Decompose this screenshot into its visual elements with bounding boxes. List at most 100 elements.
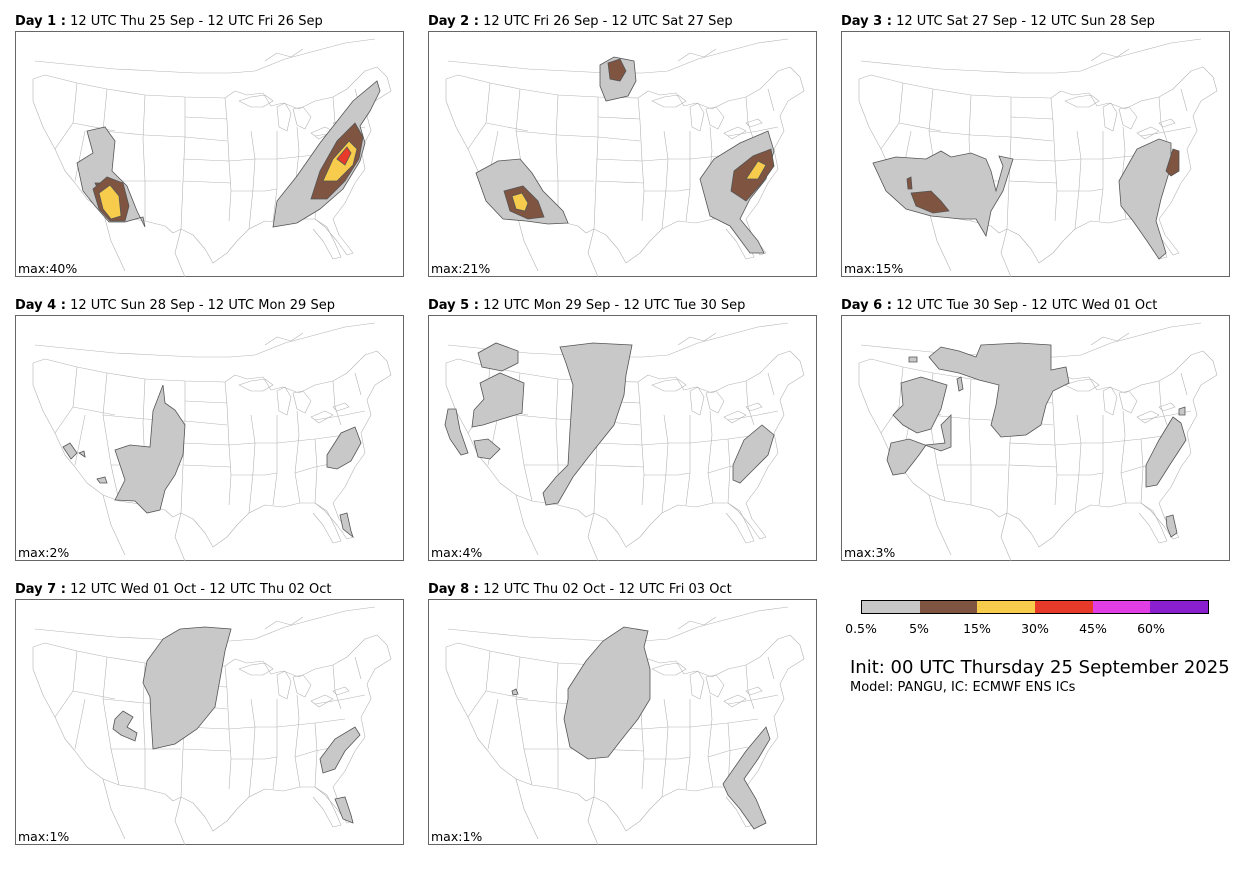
day-1-period: 12 UTC Thu 25 Sep - 12 UTC Fri 26 Sep — [70, 14, 323, 29]
day-5-risk-areas — [444, 342, 775, 506]
day-2-label: Day 2 : — [428, 14, 479, 29]
day-3-label: Day 3 : — [841, 14, 892, 29]
day-2-period: 12 UTC Fri 26 Sep - 12 UTC Sat 27 Sep — [483, 14, 733, 29]
risk-5pct — [444, 408, 469, 456]
risk-15pct — [910, 190, 950, 214]
day-8-title: Day 8 : 12 UTC Thu 02 Oct - 12 UTC Fri 0… — [428, 582, 732, 597]
risk-5pct — [886, 414, 952, 476]
risk-5pct — [96, 476, 108, 484]
risk-5pct — [908, 356, 918, 363]
risk-5pct — [142, 626, 232, 750]
model-label: Model: PANGU, IC: ECMWF ENS ICs — [850, 680, 1076, 695]
colorbar-segment-2 — [977, 601, 1036, 613]
risk-5pct — [1118, 138, 1172, 260]
day-7-risk-areas — [112, 626, 361, 824]
day-3-panel: Day 3 : 12 UTC Sat 27 Sep - 12 UTC Sun 2… — [841, 14, 1230, 277]
day-1-label: Day 1 : — [15, 14, 66, 29]
day-6-label: Day 6 : — [841, 298, 892, 313]
day-6-risk-areas — [886, 342, 1187, 538]
day-7-max: max:1% — [18, 829, 70, 844]
colorbar-tick-4: 45% — [1079, 621, 1107, 636]
colorbar-segment-5 — [1150, 601, 1209, 613]
day-6-period: 12 UTC Tue 30 Sep - 12 UTC Wed 01 Oct — [896, 298, 1158, 313]
risk-30pct — [98, 184, 122, 220]
day-7-period: 12 UTC Wed 01 Oct - 12 UTC Thu 02 Oct — [70, 582, 332, 597]
day-4-risk-areas — [62, 384, 362, 539]
risk-5pct — [1178, 406, 1186, 416]
day-3-title: Day 3 : 12 UTC Sat 27 Sep - 12 UTC Sun 2… — [841, 14, 1155, 29]
day-3-period: 12 UTC Sat 27 Sep - 12 UTC Sun 28 Sep — [896, 14, 1155, 29]
day-4-period: 12 UTC Sun 28 Sep - 12 UTC Mon 29 Sep — [70, 298, 335, 313]
risk-15pct — [607, 58, 627, 82]
risk-5pct — [78, 450, 86, 458]
day-4-map — [15, 315, 404, 561]
day-7-title: Day 7 : 12 UTC Wed 01 Oct - 12 UTC Thu 0… — [15, 582, 332, 597]
risk-5pct — [112, 710, 138, 742]
day-4-panel: Day 4 : 12 UTC Sun 28 Sep - 12 UTC Mon 2… — [15, 298, 404, 561]
day-3-max: max:15% — [844, 261, 904, 276]
day-6-map — [841, 315, 1230, 561]
day-4-title: Day 4 : 12 UTC Sun 28 Sep - 12 UTC Mon 2… — [15, 298, 335, 313]
day-4-label: Day 4 : — [15, 298, 66, 313]
day-3-map — [841, 31, 1230, 277]
day-1-panel: Day 1 : 12 UTC Thu 25 Sep - 12 UTC Fri 2… — [15, 14, 404, 277]
day-5-period: 12 UTC Mon 29 Sep - 12 UTC Tue 30 Sep — [483, 298, 746, 313]
day-2-title: Day 2 : 12 UTC Fri 26 Sep - 12 UTC Sat 2… — [428, 14, 733, 29]
risk-5pct — [722, 726, 771, 830]
risk-5pct — [272, 80, 381, 228]
day-6-max: max:3% — [844, 545, 896, 560]
risk-5pct — [114, 384, 186, 514]
day-7-label: Day 7 : — [15, 582, 66, 597]
risk-45pct — [336, 146, 352, 166]
risk-5pct — [334, 796, 354, 824]
probability-colorbar — [861, 600, 1209, 614]
risk-5pct — [319, 726, 361, 774]
colorbar-segment-0 — [862, 601, 920, 613]
risk-5pct — [473, 438, 501, 460]
day-1-map — [15, 31, 404, 277]
day-5-panel: Day 5 : 12 UTC Mon 29 Sep - 12 UTC Tue 3… — [428, 298, 817, 561]
day-1-risk-areas — [76, 80, 381, 228]
day-5-map — [428, 315, 817, 561]
colorbar-tick-1: 5% — [909, 621, 929, 636]
day-3-risk-areas — [872, 138, 1180, 260]
day-2-risk-areas — [475, 56, 775, 254]
colorbar-tick-5: 60% — [1137, 621, 1165, 636]
day-8-map — [428, 599, 817, 845]
day-8-period: 12 UTC Thu 02 Oct - 12 UTC Fri 03 Oct — [483, 582, 732, 597]
risk-5pct — [511, 688, 519, 696]
risk-30pct — [745, 160, 767, 180]
risk-5pct — [956, 376, 964, 392]
risk-15pct — [906, 176, 913, 190]
day-7-map — [15, 599, 404, 845]
colorbar-tick-3: 30% — [1021, 621, 1049, 636]
day-8-max: max:1% — [431, 829, 483, 844]
risk-5pct — [326, 426, 362, 470]
risk-5pct — [471, 372, 525, 428]
day-5-max: max:4% — [431, 545, 483, 560]
risk-5pct — [339, 512, 354, 539]
risk-5pct — [1145, 416, 1187, 488]
colorbar-segment-3 — [1035, 601, 1093, 613]
colorbar-segment-1 — [919, 601, 978, 613]
day-8-panel: Day 8 : 12 UTC Thu 02 Oct - 12 UTC Fri 0… — [428, 582, 817, 845]
day-5-title: Day 5 : 12 UTC Mon 29 Sep - 12 UTC Tue 3… — [428, 298, 745, 313]
day-6-title: Day 6 : 12 UTC Tue 30 Sep - 12 UTC Wed 0… — [841, 298, 1157, 313]
risk-5pct — [542, 342, 633, 506]
risk-30pct — [511, 192, 529, 212]
risk-5pct — [872, 150, 1014, 238]
colorbar-segment-4 — [1092, 601, 1151, 613]
day-5-label: Day 5 : — [428, 298, 479, 313]
risk-5pct — [732, 424, 775, 484]
risk-15pct — [1165, 148, 1180, 177]
day-8-risk-areas — [511, 626, 771, 830]
risk-5pct — [477, 342, 519, 372]
day-4-max: max:2% — [18, 545, 70, 560]
risk-5pct — [892, 376, 948, 434]
risk-5pct — [1165, 514, 1178, 538]
day-8-label: Day 8 : — [428, 582, 479, 597]
day-6-panel: Day 6 : 12 UTC Tue 30 Sep - 12 UTC Wed 0… — [841, 298, 1230, 561]
day-2-panel: Day 2 : 12 UTC Fri 26 Sep - 12 UTC Sat 2… — [428, 14, 817, 277]
colorbar-tick-2: 15% — [963, 621, 991, 636]
risk-5pct — [62, 442, 78, 460]
